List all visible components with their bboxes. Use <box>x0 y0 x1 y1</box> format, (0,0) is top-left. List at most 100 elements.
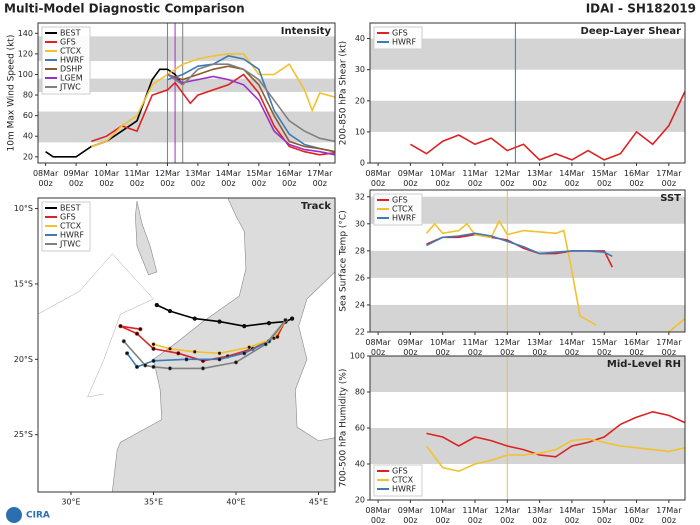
legend-label: CTCX <box>392 205 414 214</box>
x-tick-label: 15Mar 00z <box>592 506 618 525</box>
lake <box>135 201 156 275</box>
y-tick-label: 32 <box>355 192 365 201</box>
track-point <box>151 358 156 363</box>
legend-label: HWRF <box>392 38 416 47</box>
x-tick-label: 11Mar 00z <box>124 169 150 188</box>
x-tick-label: 16Mar 00z <box>624 506 650 525</box>
track-point <box>134 331 140 336</box>
legend-label: DSHP <box>60 65 82 74</box>
x-tick-label: 12Mar 00z <box>495 506 521 525</box>
track-point <box>242 351 247 356</box>
legend-label: JTWC <box>59 83 81 92</box>
x-tick-label: 11Mar 00z <box>462 506 488 525</box>
y-tick-label: 60 <box>355 424 365 433</box>
legend-label: BEST <box>60 204 81 213</box>
x-tick-label: 30°E <box>61 498 80 507</box>
x-tick-label: 40°E <box>226 498 245 507</box>
track-point <box>233 360 239 365</box>
map <box>38 198 335 492</box>
track-point <box>192 349 197 354</box>
y-axis-label: Sea Surface Temp (°C) <box>339 210 349 311</box>
series-line <box>167 55 336 153</box>
track-point <box>176 351 181 356</box>
x-tick-label: 14Mar 00z <box>216 169 242 188</box>
track-point <box>138 327 143 332</box>
y-tick-label: 120 <box>18 49 33 58</box>
legend-label: JTWC <box>59 240 81 249</box>
x-tick-label: 12Mar 00z <box>495 338 521 357</box>
track-point <box>266 321 272 326</box>
band <box>370 356 685 392</box>
plot-frame <box>369 355 686 501</box>
series-line <box>425 437 686 473</box>
y-tick-label: 80 <box>355 388 365 397</box>
y-tick-label: 25°S <box>14 430 33 439</box>
series-line <box>167 65 336 153</box>
x-tick-label: 14Mar 00z <box>559 169 585 188</box>
track-point <box>217 357 222 362</box>
legend-label: HWRF <box>60 56 84 65</box>
y-tick-label: 100 <box>350 352 365 361</box>
panel-title: SST <box>660 193 681 204</box>
y-tick-label: 20 <box>355 496 365 505</box>
band <box>370 304 685 332</box>
storm-id: IDAI - SH182019 <box>586 2 696 16</box>
x-tick-label: 13Mar 00z <box>185 169 211 188</box>
y-tick-label: 30 <box>355 219 365 228</box>
y-tick-label: 26 <box>355 273 365 282</box>
track-point <box>247 345 252 350</box>
plot-frame <box>37 197 336 493</box>
plot-frame <box>37 22 336 164</box>
y-tick-label: 40 <box>23 132 33 141</box>
logo-icon <box>6 507 22 523</box>
track-point <box>151 364 156 369</box>
x-tick-label: 10Mar 00z <box>94 169 120 188</box>
legend-label: HWRF <box>392 485 416 494</box>
legend-label: HWRF <box>60 231 84 240</box>
series-line <box>426 232 613 258</box>
x-tick-label: 11Mar 00z <box>462 169 488 188</box>
plot-frame <box>369 189 686 333</box>
track-point <box>167 366 173 371</box>
madagascar-land <box>295 272 335 441</box>
series-line <box>91 53 336 148</box>
series-line <box>167 63 336 143</box>
x-tick-label: 10Mar 00z <box>430 169 456 188</box>
x-tick-label: 09Mar 00z <box>63 169 89 188</box>
x-tick-label: 17Mar 00z <box>307 169 333 188</box>
track-point <box>151 342 156 347</box>
band <box>370 428 685 464</box>
x-tick-label: 16Mar 00z <box>277 169 303 188</box>
legend-label: CTCX <box>60 222 82 231</box>
track-point <box>200 366 206 371</box>
x-tick-label: 08Mar 00z <box>365 338 391 357</box>
x-tick-label: 15Mar 00z <box>592 169 618 188</box>
x-tick-label: 35°E <box>144 498 163 507</box>
track-point <box>154 302 159 308</box>
x-tick-label: 17Mar 00z <box>656 169 682 188</box>
x-tick-label: 14Mar 00z <box>559 338 585 357</box>
track-point <box>167 346 173 351</box>
x-tick-label: 13Mar 00z <box>527 506 553 525</box>
y-tick-label: 0 <box>360 159 365 168</box>
legend-label: GFS <box>392 196 408 205</box>
legend-label: GFS <box>392 467 408 476</box>
panel-title: Mid-Level RH <box>607 359 681 370</box>
track-point <box>263 342 268 347</box>
track-point <box>124 351 130 356</box>
track-point <box>134 364 140 369</box>
x-tick-label: 09Mar 00z <box>398 338 424 357</box>
x-tick-label: 10Mar 00z <box>430 338 456 357</box>
x-tick-label: 17Mar 00z <box>656 338 682 357</box>
x-tick-label: 16Mar 00z <box>624 338 650 357</box>
track-point <box>184 357 189 362</box>
y-tick-label: 24 <box>355 300 365 309</box>
plot-frame <box>369 22 686 164</box>
legend-label: HWRF <box>392 214 416 223</box>
x-tick-label: 09Mar 00z <box>398 169 424 188</box>
x-tick-label: 08Mar 00z <box>365 506 391 525</box>
panel-title: Deep-Layer Shear <box>581 26 682 37</box>
x-tick-label: 13Mar 00z <box>527 338 553 357</box>
track-point <box>283 318 288 323</box>
